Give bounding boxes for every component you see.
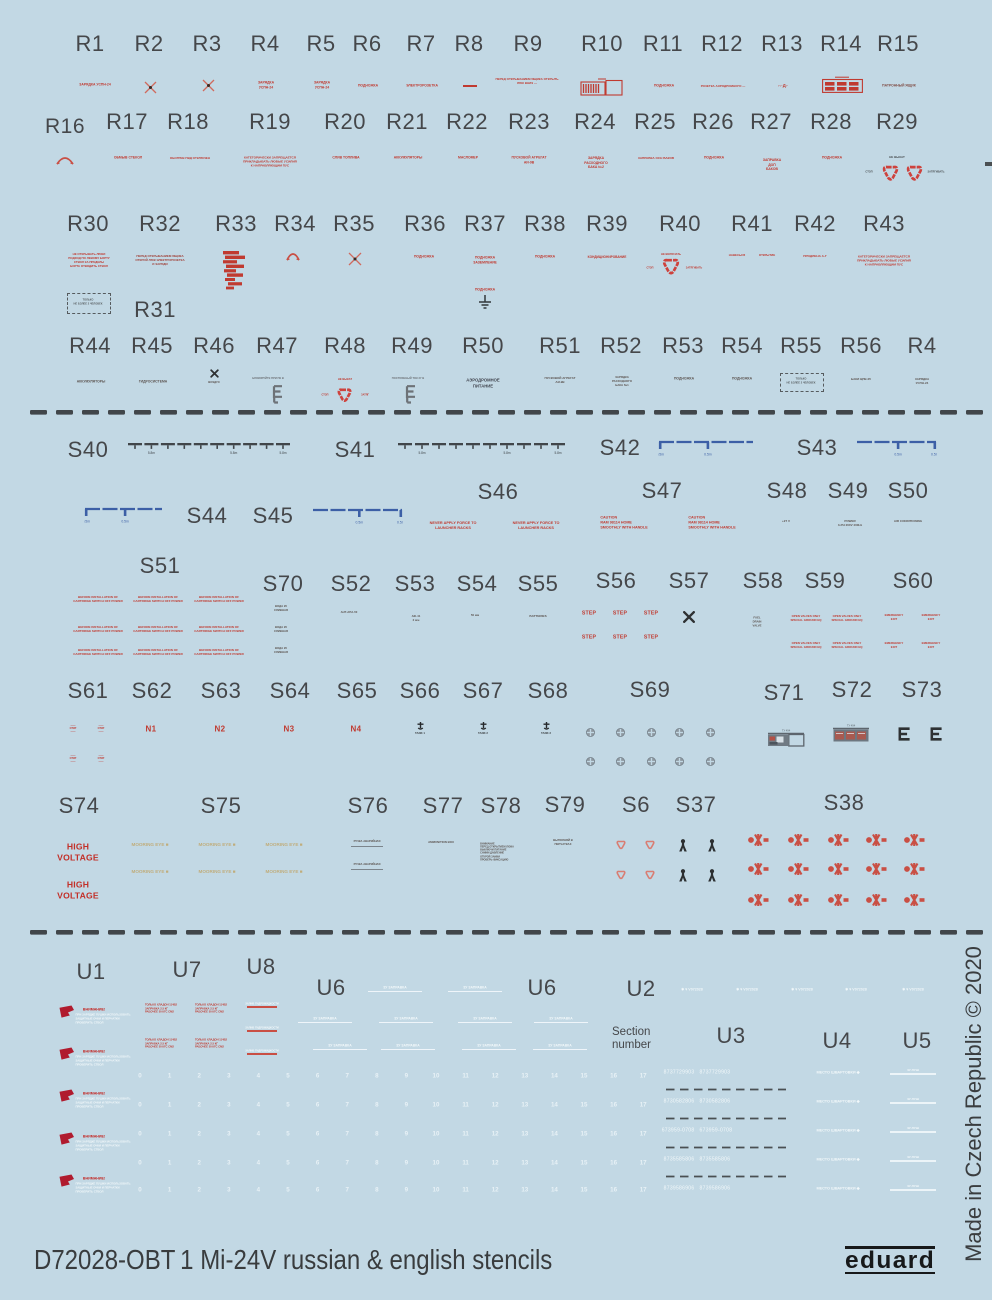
svg-text:ТУ 494: ТУ 494 <box>782 728 791 732</box>
svg-text:5.8m: 5.8m <box>230 451 237 455</box>
svg-text:5.8m: 5.8m <box>554 451 561 455</box>
svg-text:ТУ 494: ТУ 494 <box>847 724 856 728</box>
svg-text:5.8m: 5.8m <box>503 451 510 455</box>
svg-text:0.5m: 0.5m <box>894 453 902 457</box>
svg-text:0.5m: 0.5m <box>704 453 712 457</box>
svg-text:0.5m: 0.5m <box>658 453 664 457</box>
svg-text:5.8m: 5.8m <box>418 451 425 455</box>
svg-text:5.8m: 5.8m <box>279 451 286 455</box>
svg-text:5.8m: 5.8m <box>148 451 155 455</box>
svg-text:0.5m: 0.5m <box>121 520 129 524</box>
svg-text:0.5m: 0.5m <box>84 520 90 524</box>
svg-text:0.5m: 0.5m <box>356 521 364 525</box>
svg-text:0.5m: 0.5m <box>397 521 403 525</box>
svg-text:0.5m: 0.5m <box>931 453 937 457</box>
